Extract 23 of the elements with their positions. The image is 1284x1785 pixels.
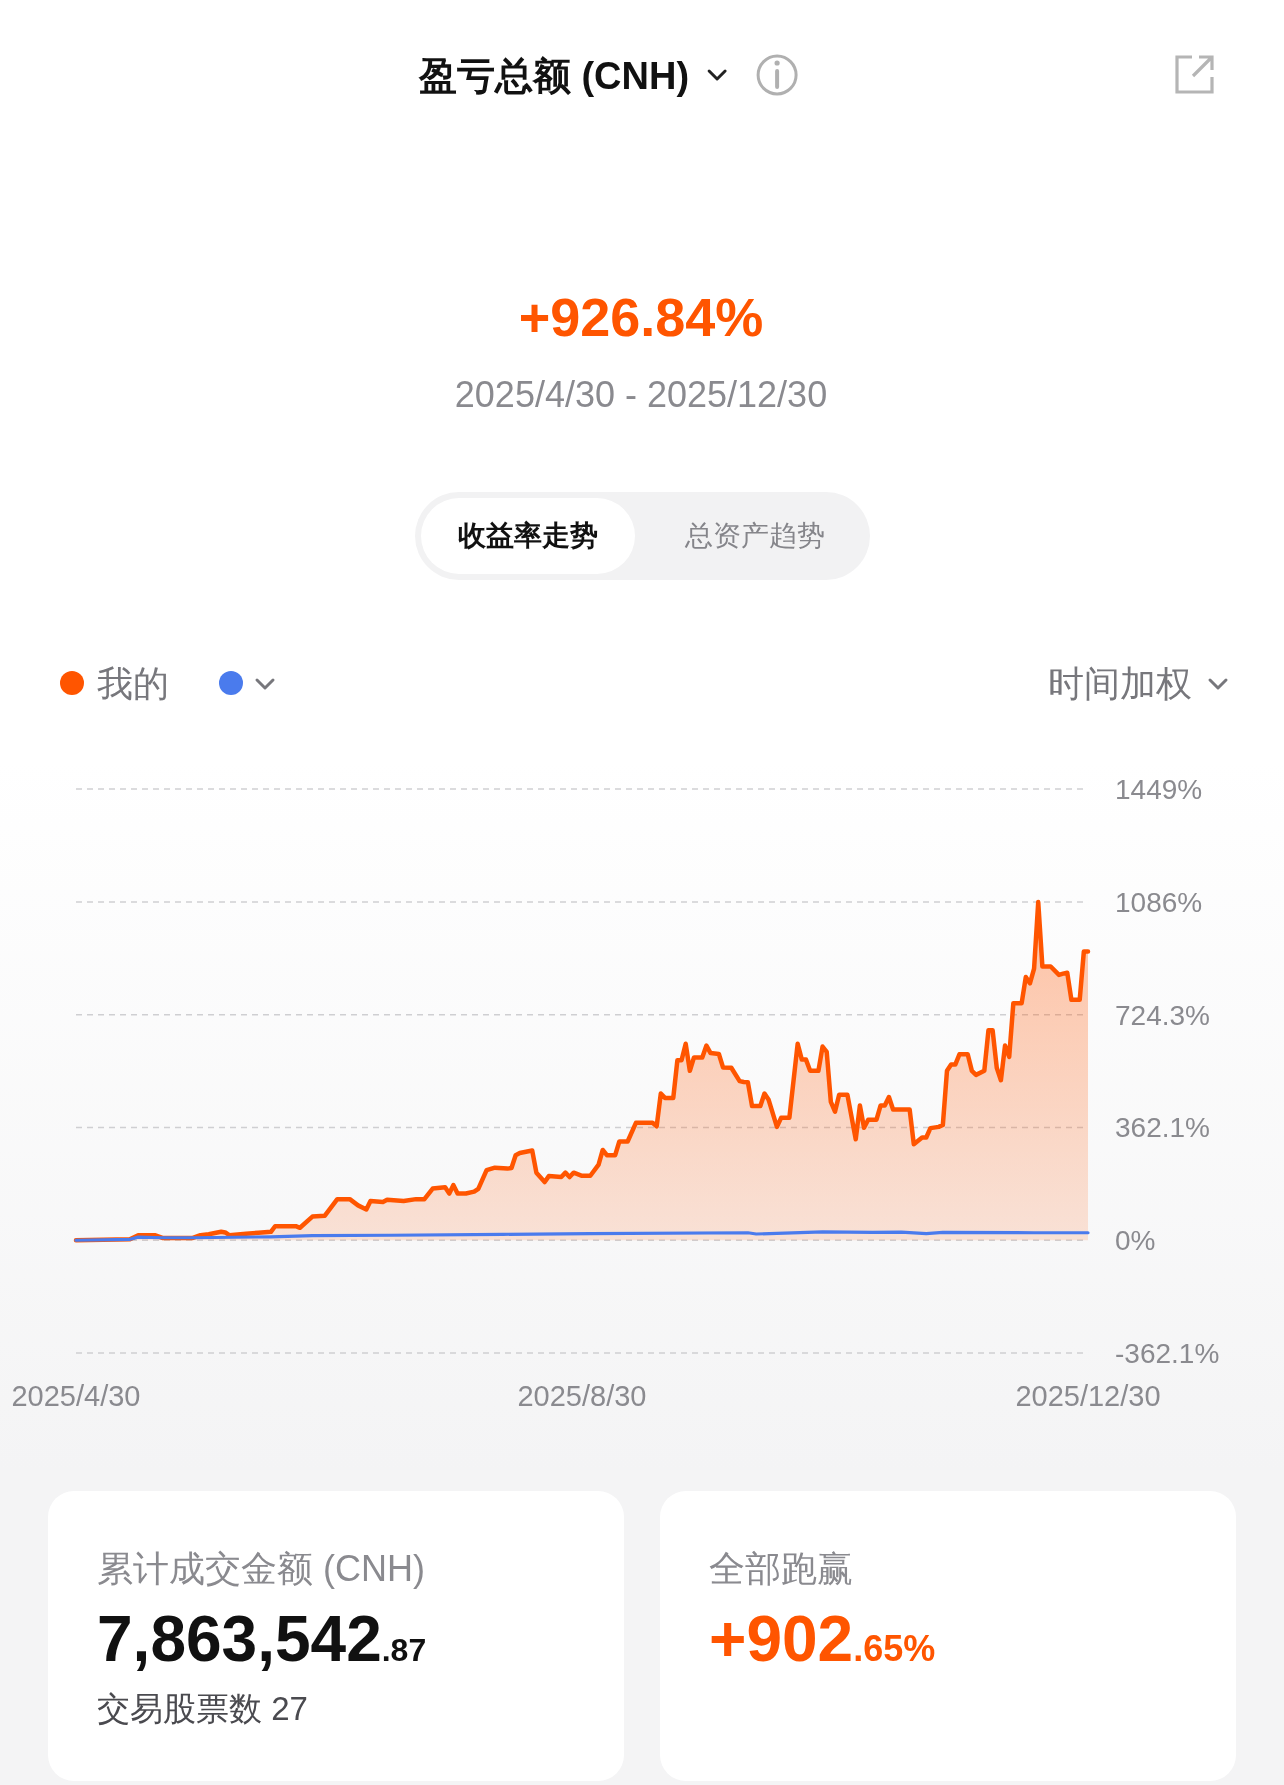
text: +926.84%: [518, 287, 764, 347]
text: 总资产趋势: [684, 520, 825, 551]
line-series: [74, 1230, 1090, 1242]
text: 时间加权: [1048, 663, 1192, 704]
text: 2025/4/30 - 2025/12/30: [454, 374, 828, 415]
chart-title: 盈亏总额 (CNH): [417, 55, 690, 97]
x-tick-label: 2025/12/30: [1015, 1380, 1161, 1412]
y-tick-label: 0%: [1115, 1225, 1156, 1257]
text: 7,863,542.87: [97, 1603, 427, 1675]
y-tick-label: -362.1%: [1115, 1338, 1220, 1369]
x-tick-label: 2025/8/30: [517, 1380, 647, 1412]
text: +902.65%: [709, 1603, 936, 1675]
legend-label: 我的: [97, 663, 169, 704]
legend: 我的: [60, 663, 243, 704]
y-tick-label: 362.1%: [1115, 1112, 1210, 1144]
y-tick-label: 1449%: [1115, 774, 1203, 805]
x-tick-label: 2025/4/30: [11, 1380, 141, 1412]
y-tick-label: 1086%: [1115, 887, 1203, 919]
text: 全部跑赢: [709, 1548, 853, 1589]
text: 收益率走势: [458, 520, 598, 551]
y-tick-label: 724.3%: [1115, 999, 1210, 1031]
text: 累计成交金额 (CNH): [97, 1548, 425, 1589]
text: 交易股票数 27: [97, 1690, 308, 1727]
